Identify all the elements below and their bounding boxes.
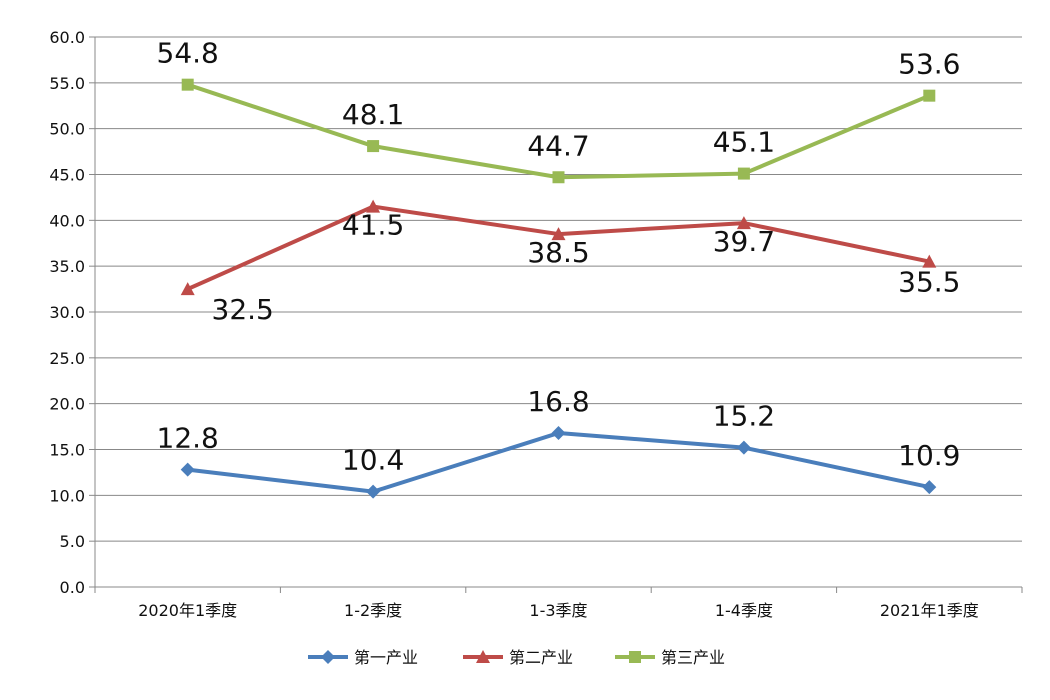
y-tick-label: 60.0 (49, 28, 85, 47)
data-label: 45.1 (713, 126, 775, 159)
data-label: 38.5 (527, 236, 589, 269)
x-tick-label: 1-2季度 (344, 601, 402, 620)
data-point (737, 167, 750, 180)
legend-label: 第三产业 (661, 648, 725, 667)
x-tick-label: 1-3季度 (529, 601, 587, 620)
legend-label: 第一产业 (354, 648, 418, 667)
y-tick-label: 20.0 (49, 395, 85, 414)
data-label: 41.5 (342, 209, 404, 242)
series-line (187, 431, 930, 494)
data-point (922, 480, 937, 495)
y-tick-label: 15.0 (49, 441, 85, 460)
data-point (736, 216, 751, 230)
data-point (922, 254, 937, 268)
y-tick-label: 30.0 (49, 303, 85, 322)
data-point (367, 140, 380, 153)
data-point (366, 199, 381, 213)
legend-marker (321, 650, 335, 664)
data-point (923, 89, 936, 102)
y-tick-label: 45.0 (49, 166, 85, 185)
y-tick-label: 10.0 (49, 486, 85, 505)
legend-marker (476, 650, 490, 663)
data-point (552, 171, 565, 184)
x-tick-label: 2020年1季度 (138, 601, 237, 620)
data-point (180, 282, 195, 296)
y-tick-label: 40.0 (49, 211, 85, 230)
data-label: 16.8 (527, 385, 589, 418)
y-tick-label: 5.0 (60, 532, 85, 551)
y-tick-label: 55.0 (49, 74, 85, 93)
data-label: 39.7 (713, 225, 775, 258)
x-tick-label: 2021年1季度 (880, 601, 979, 620)
data-label: 12.8 (157, 422, 219, 455)
data-label: 53.6 (898, 48, 960, 81)
data-label: 44.7 (527, 129, 589, 162)
data-point (551, 426, 566, 440)
data-label: 15.2 (713, 400, 775, 433)
data-label: 10.9 (898, 439, 960, 472)
data-point (736, 440, 751, 455)
y-tick-label: 25.0 (49, 349, 85, 368)
data-label: 35.5 (898, 266, 960, 299)
data-point (551, 227, 566, 241)
data-point (181, 78, 194, 91)
data-point (366, 484, 381, 499)
data-label: 48.1 (342, 98, 404, 131)
legend-marker (629, 651, 641, 663)
x-tick-label: 1-4季度 (715, 601, 773, 620)
data-label: 32.5 (212, 293, 274, 326)
y-tick-label: 0.0 (60, 578, 85, 597)
data-point (180, 462, 195, 477)
y-tick-label: 50.0 (49, 120, 85, 139)
legend-label: 第二产业 (509, 648, 573, 667)
data-label: 54.8 (157, 37, 219, 70)
data-label: 10.4 (342, 444, 404, 477)
y-tick-label: 35.0 (49, 257, 85, 276)
